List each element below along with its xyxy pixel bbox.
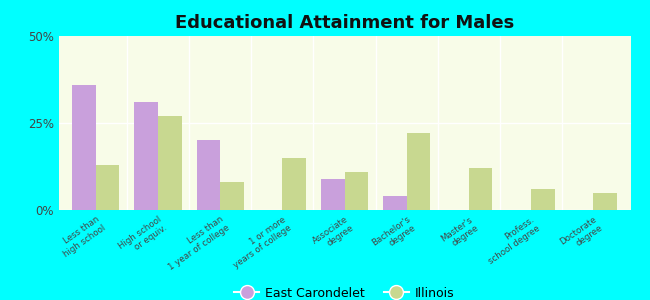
Bar [135, 102, 158, 210]
Bar [344, 172, 368, 210]
Bar [593, 193, 617, 210]
Title: Educational Attainment for Males: Educational Attainment for Males [175, 14, 514, 32]
Bar [196, 140, 220, 210]
Bar [96, 165, 120, 210]
Bar [383, 196, 407, 210]
Bar [158, 116, 181, 210]
Bar [321, 179, 345, 210]
Bar [531, 189, 554, 210]
Bar [469, 168, 493, 210]
Bar [220, 182, 244, 210]
Bar [72, 85, 96, 210]
Legend: East Carondelet, Illinois: East Carondelet, Illinois [229, 282, 460, 300]
Bar [282, 158, 306, 210]
Bar [407, 134, 430, 210]
